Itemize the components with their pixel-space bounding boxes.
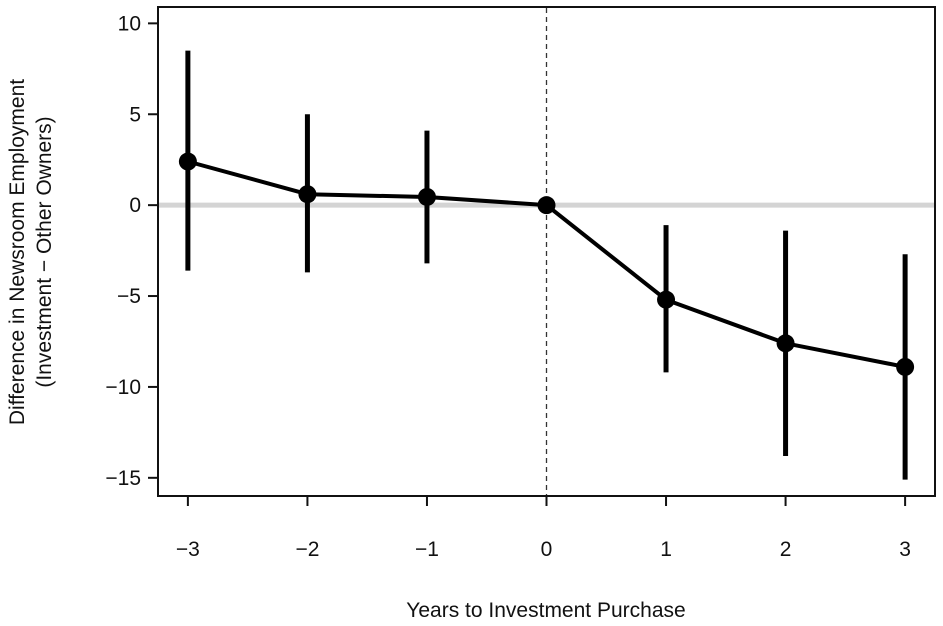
data-points [178, 152, 915, 376]
y-tick-label: −10 [105, 376, 141, 399]
x-tick-label: −2 [295, 538, 319, 561]
y-tick-label: 5 [129, 103, 141, 126]
x-axis: −3 −2 −1 0 1 2 3 [176, 496, 911, 561]
x-tick-label: −3 [176, 538, 200, 561]
x-axis-title: Years to Investment Purchase [406, 599, 685, 622]
y-tick-label: −15 [105, 467, 141, 490]
y-tick-label: −5 [117, 285, 141, 308]
data-point [896, 357, 915, 376]
data-point [776, 334, 795, 353]
data-point [657, 290, 676, 309]
x-tick-label: 1 [660, 538, 672, 561]
x-tick-label: −1 [415, 538, 439, 561]
x-tick-label: 2 [780, 538, 792, 561]
y-axis-title-line-2: (Investment − Other Owners) [33, 116, 56, 387]
y-tick-label: 0 [129, 194, 141, 217]
x-tick-label: 3 [899, 538, 911, 561]
y-axis-title-line-1: Difference in Newsroom Employment [6, 79, 29, 425]
data-point [298, 185, 317, 204]
y-tick-label: 10 [118, 12, 141, 35]
data-point [178, 152, 197, 171]
data-point [417, 187, 436, 206]
y-axis: 10 5 0 −5 −10 −15 [105, 12, 158, 490]
x-tick-label: 0 [541, 538, 553, 561]
data-point [537, 196, 556, 215]
